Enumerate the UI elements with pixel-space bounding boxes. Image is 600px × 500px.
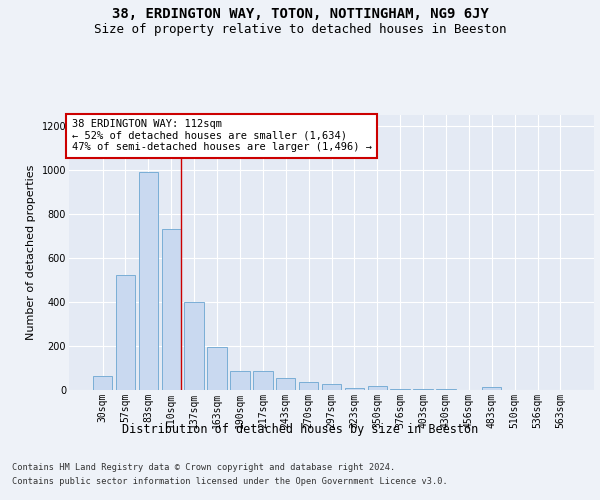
Bar <box>139 172 158 390</box>
Bar <box>391 389 410 390</box>
Text: Distribution of detached houses by size in Beeston: Distribution of detached houses by size … <box>122 422 478 436</box>
Bar <box>322 384 341 390</box>
Bar <box>208 347 227 390</box>
Bar <box>299 382 319 390</box>
Text: 38, ERDINGTON WAY, TOTON, NOTTINGHAM, NG9 6JY: 38, ERDINGTON WAY, TOTON, NOTTINGHAM, NG… <box>112 8 488 22</box>
Bar <box>161 230 181 390</box>
Text: Contains HM Land Registry data © Crown copyright and database right 2024.: Contains HM Land Registry data © Crown c… <box>12 462 395 471</box>
Bar <box>93 376 112 390</box>
Bar <box>368 386 387 390</box>
Bar <box>413 389 433 390</box>
Bar <box>482 388 502 390</box>
Y-axis label: Number of detached properties: Number of detached properties <box>26 165 36 340</box>
Text: Size of property relative to detached houses in Beeston: Size of property relative to detached ho… <box>94 22 506 36</box>
Text: Contains public sector information licensed under the Open Government Licence v3: Contains public sector information licen… <box>12 478 448 486</box>
Bar <box>253 372 272 390</box>
Bar <box>344 388 364 390</box>
Bar <box>230 372 250 390</box>
Bar <box>184 302 204 390</box>
Bar <box>116 274 135 390</box>
Text: 38 ERDINGTON WAY: 112sqm
← 52% of detached houses are smaller (1,634)
47% of sem: 38 ERDINGTON WAY: 112sqm ← 52% of detach… <box>71 119 371 152</box>
Bar <box>276 378 295 390</box>
